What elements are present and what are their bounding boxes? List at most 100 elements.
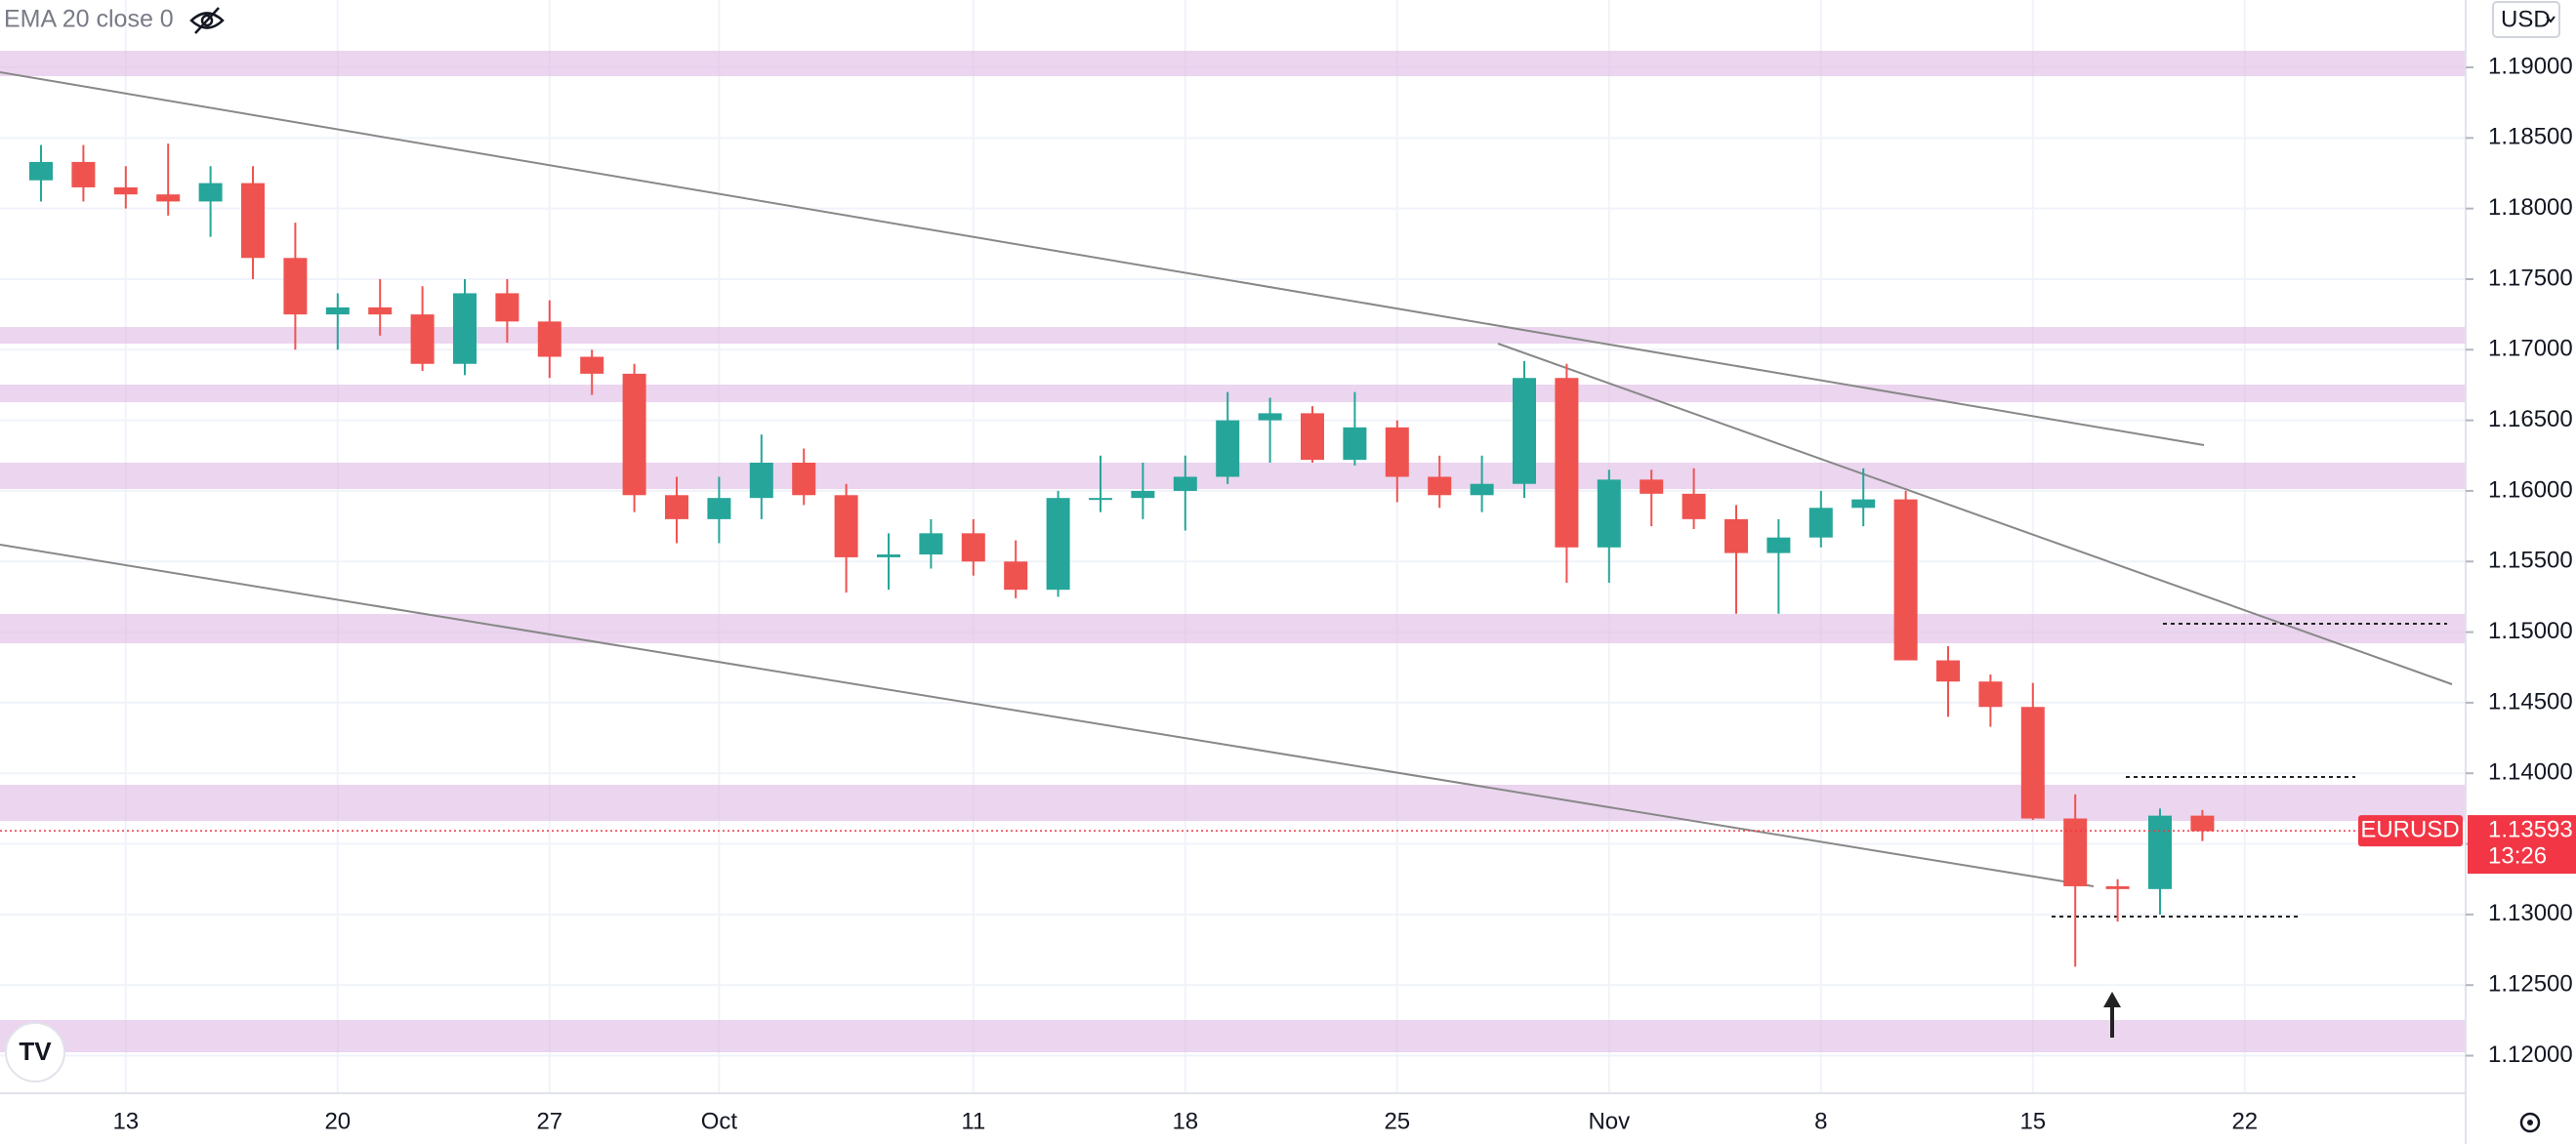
trend-line [0,544,2095,887]
candle-body [325,306,350,315]
candles [0,143,2466,967]
candle-body [198,183,223,202]
x-tick-label: 15 [2019,1108,2046,1134]
candle-body [622,373,646,496]
x-tick-label: 18 [1172,1108,1198,1134]
candle-body [919,533,943,555]
candle-body [877,554,900,557]
candle-body [834,495,858,557]
candle-body [1936,660,1960,682]
countdown-label: 13:26 [2488,842,2547,869]
candle-body [1046,498,1070,591]
candle-body [1555,378,1579,548]
candle-body [1597,479,1621,548]
candle-body [707,498,731,519]
candle-body [368,306,393,315]
candle-body [1513,378,1536,484]
y-tick-label: 1.16000 [2488,476,2573,503]
currency-button[interactable] [2492,1,2560,38]
logo[interactable] [5,1022,65,1083]
zone [0,1020,2466,1052]
candle-body [537,321,561,357]
x-tick-label: 20 [324,1108,351,1134]
candle-body [495,293,519,322]
candle-body [1428,476,1452,496]
y-tick-label: 1.18000 [2488,194,2573,221]
x-tick-label: 13 [112,1108,139,1134]
candle-body [1724,518,1748,553]
candle-body [283,258,308,315]
drawings [0,71,2453,1038]
candle-body [1258,413,1282,421]
y-tick-label: 1.12500 [2488,971,2573,998]
zone [0,51,2466,76]
x-tick-label: 22 [2231,1108,2258,1134]
y-tick-label: 1.19000 [2488,53,2573,79]
y-tick-label: 1.15000 [2488,618,2573,644]
x-tick-label: 25 [1384,1108,1410,1134]
last-price-label: 1.13593 [2488,816,2573,842]
trend-line [0,71,2205,446]
eye-slash[interactable] [194,7,220,34]
candle-body [1682,493,1706,519]
zone [0,614,2466,643]
arrow-head [2103,992,2121,1007]
price-badge [2468,815,2576,875]
candle-body [2105,885,2130,889]
candle-body [1978,681,2003,708]
candle-body [1173,476,1197,491]
hide-icon[interactable] [189,7,225,34]
x-tick-label: 11 [961,1108,985,1134]
logo-mark[interactable]: TV [19,1037,52,1066]
eye-pupil[interactable] [200,14,214,27]
candle-body [2190,815,2215,832]
y-tick-label: 1.18500 [2488,124,2573,150]
trend-line [1497,343,2453,685]
candle-body [1004,561,1028,591]
zone [0,785,2466,821]
y-tick-label: 1.17500 [2488,265,2573,291]
settings-icon[interactable] [2519,1112,2541,1133]
candle-body [2020,707,2045,819]
currency-label[interactable]: USD [2501,6,2551,32]
candle-body [961,533,985,562]
candle-body [1640,479,1664,494]
zone [0,385,2466,402]
dropdown-caret[interactable] [2546,16,2555,23]
zone [0,327,2466,344]
x-tick-label: Nov [1588,1108,1630,1134]
symbol-badge [2358,815,2463,847]
y-tick-label: 1.14500 [2488,688,2573,715]
candle-body [2148,815,2172,889]
candle-body [2063,818,2088,886]
y-tick-label: 1.12000 [2488,1042,2573,1068]
candle-body [1766,537,1791,553]
candle-body [1808,508,1833,538]
y-tick-label: 1.17000 [2488,336,2573,362]
settings-icon-center[interactable] [2527,1120,2533,1125]
candle-body [1343,427,1367,461]
x-tick-label: 27 [536,1108,562,1134]
axes: 1.120001.125001.130001.135001.140001.145… [112,53,2572,1134]
candle-body [1301,413,1324,461]
candle-body [156,194,181,202]
x-tick-label: 8 [1814,1108,1827,1134]
candle-body [792,463,816,496]
candle-body [749,463,773,499]
candle-body [1216,420,1240,477]
symbol-label: EURUSD [2360,816,2459,842]
price-axis [2466,0,2576,1144]
x-tick-label: Oct [701,1108,738,1134]
candle-body [29,161,53,181]
candle-body [1851,499,1876,509]
candle-body [410,314,435,364]
candle-body [1131,490,1155,499]
candle-body [1893,499,1918,661]
candle-body [580,356,604,374]
candle-body [1089,498,1112,501]
y-tick-label: 1.14000 [2488,759,2573,786]
y-tick-label: 1.16500 [2488,406,2573,432]
candle-body [453,293,477,364]
